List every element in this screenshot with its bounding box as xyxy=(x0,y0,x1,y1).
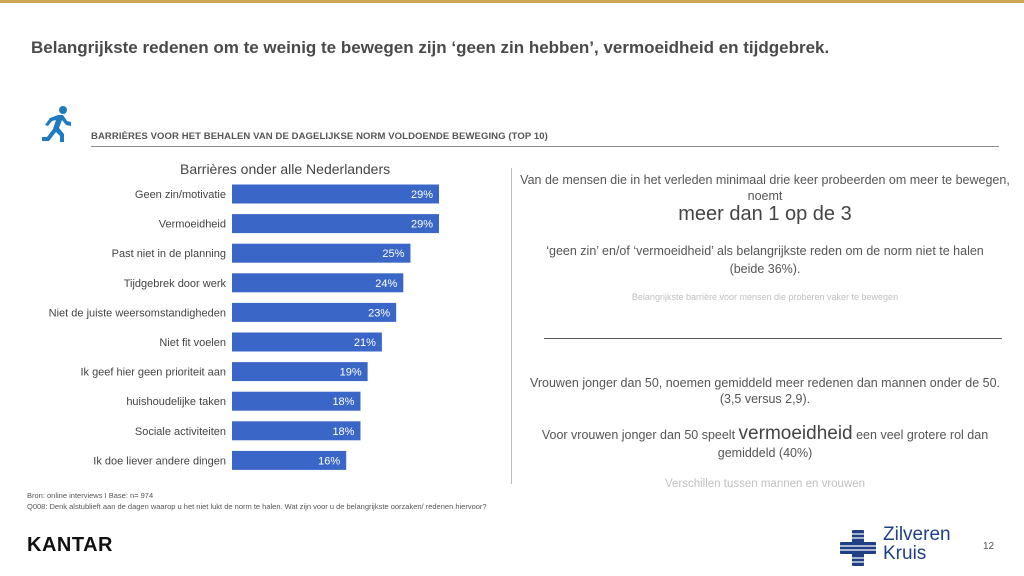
bar xyxy=(232,421,361,441)
bar-value-label: 24% xyxy=(375,278,397,290)
fatigue-text-pre: Voor vrouwen jonger dan 50 speelt xyxy=(541,428,736,442)
category-label: Past niet in de planning xyxy=(112,248,226,260)
right-caption-barrier: Belangrijkste barrière voor mensen die p… xyxy=(631,292,899,302)
category-label: Tijdgebrek door werk xyxy=(124,278,227,290)
section-divider xyxy=(91,146,999,147)
bar xyxy=(232,273,404,293)
bar-value-label: 29% xyxy=(411,219,433,231)
bar xyxy=(232,184,439,204)
chart-title: Barrières onder alle Nederlanders xyxy=(180,161,391,177)
category-label: Geen zin/motivatie xyxy=(135,189,226,201)
bar xyxy=(232,302,397,322)
bar xyxy=(232,391,361,411)
category-label: Niet de juiste weersomstandigheden xyxy=(49,307,226,319)
right-text-women: Vrouwen jonger dan 50, noemen gemiddeld … xyxy=(529,376,1000,406)
cross-logo-icon xyxy=(840,530,876,566)
page-number: 12 xyxy=(983,541,995,552)
category-label: Vermoeidheid xyxy=(159,219,226,231)
top-accent-rule xyxy=(0,0,1024,3)
category-label: huishoudelijke taken xyxy=(126,396,226,408)
source-line-question: Q008: Denk alstublieft aan de dagen waar… xyxy=(27,502,487,511)
right-text-intro: Van de mensen die in het verleden minima… xyxy=(520,173,1010,203)
bar-value-label: 25% xyxy=(382,248,404,260)
bar xyxy=(232,450,347,470)
right-caption-gender: Verschillen tussen mannen en vrouwen xyxy=(664,478,866,490)
bar-value-label: 18% xyxy=(332,426,354,438)
runner-icon xyxy=(42,106,71,142)
right-text-reasons: ‘geen zin’ en/of ‘vermoeidheid’ als bela… xyxy=(546,244,984,276)
right-text-fatigue: Voor vrouwen jonger dan 50 speelt vermoe… xyxy=(520,423,1010,462)
bar-value-label: 29% xyxy=(411,189,433,201)
bar xyxy=(232,332,382,352)
bar xyxy=(232,214,439,234)
bar-value-label: 23% xyxy=(368,307,390,319)
category-label: Ik doe liever andere dingen xyxy=(93,455,226,467)
category-label: Ik geef hier geen prioriteit aan xyxy=(80,367,226,379)
page-title: Belangrijkste redenen om te weinig te be… xyxy=(31,38,830,57)
bar-value-label: 16% xyxy=(318,455,340,467)
right-highlight-ratio: meer dan 1 op de 3 xyxy=(678,203,852,225)
fatigue-text-post: een veel grotere rol dan gemiddeld (40%) xyxy=(717,428,989,460)
category-label: Sociale activiteiten xyxy=(135,426,226,438)
bar-value-label: 18% xyxy=(332,396,354,408)
source-line-base: Bron: online interviews I Base: n= 974 xyxy=(27,491,154,500)
vertical-divider xyxy=(511,168,512,484)
kantar-logo: KANTAR xyxy=(27,534,113,556)
bar-chart: Geen zin/motivatie 29% Vermoeidheid 29% Past… xyxy=(20,155,500,475)
logo-line-1: Zilveren xyxy=(883,524,951,545)
bar xyxy=(232,362,368,382)
source-note: Bron: online interviews I Base: n= 974 Q… xyxy=(27,490,487,512)
logo-line-2: Kruis xyxy=(883,543,927,564)
section-header: BARRIÈRES VOOR HET BEHALEN VAN DE DAGELI… xyxy=(91,131,548,142)
bar-chart-svg: Geen zin/motivatie 29% Vermoeidheid 29% Past… xyxy=(49,184,439,470)
category-label: Niet fit voelen xyxy=(159,337,226,349)
bar-value-label: 21% xyxy=(354,337,376,349)
zilveren-kruis-logo-text: Zilveren Kruis xyxy=(883,525,951,563)
fatigue-highlight: vermoeidheid xyxy=(738,423,853,444)
horizontal-divider xyxy=(544,338,1002,339)
bar xyxy=(232,243,411,263)
bar-value-label: 19% xyxy=(340,367,362,379)
